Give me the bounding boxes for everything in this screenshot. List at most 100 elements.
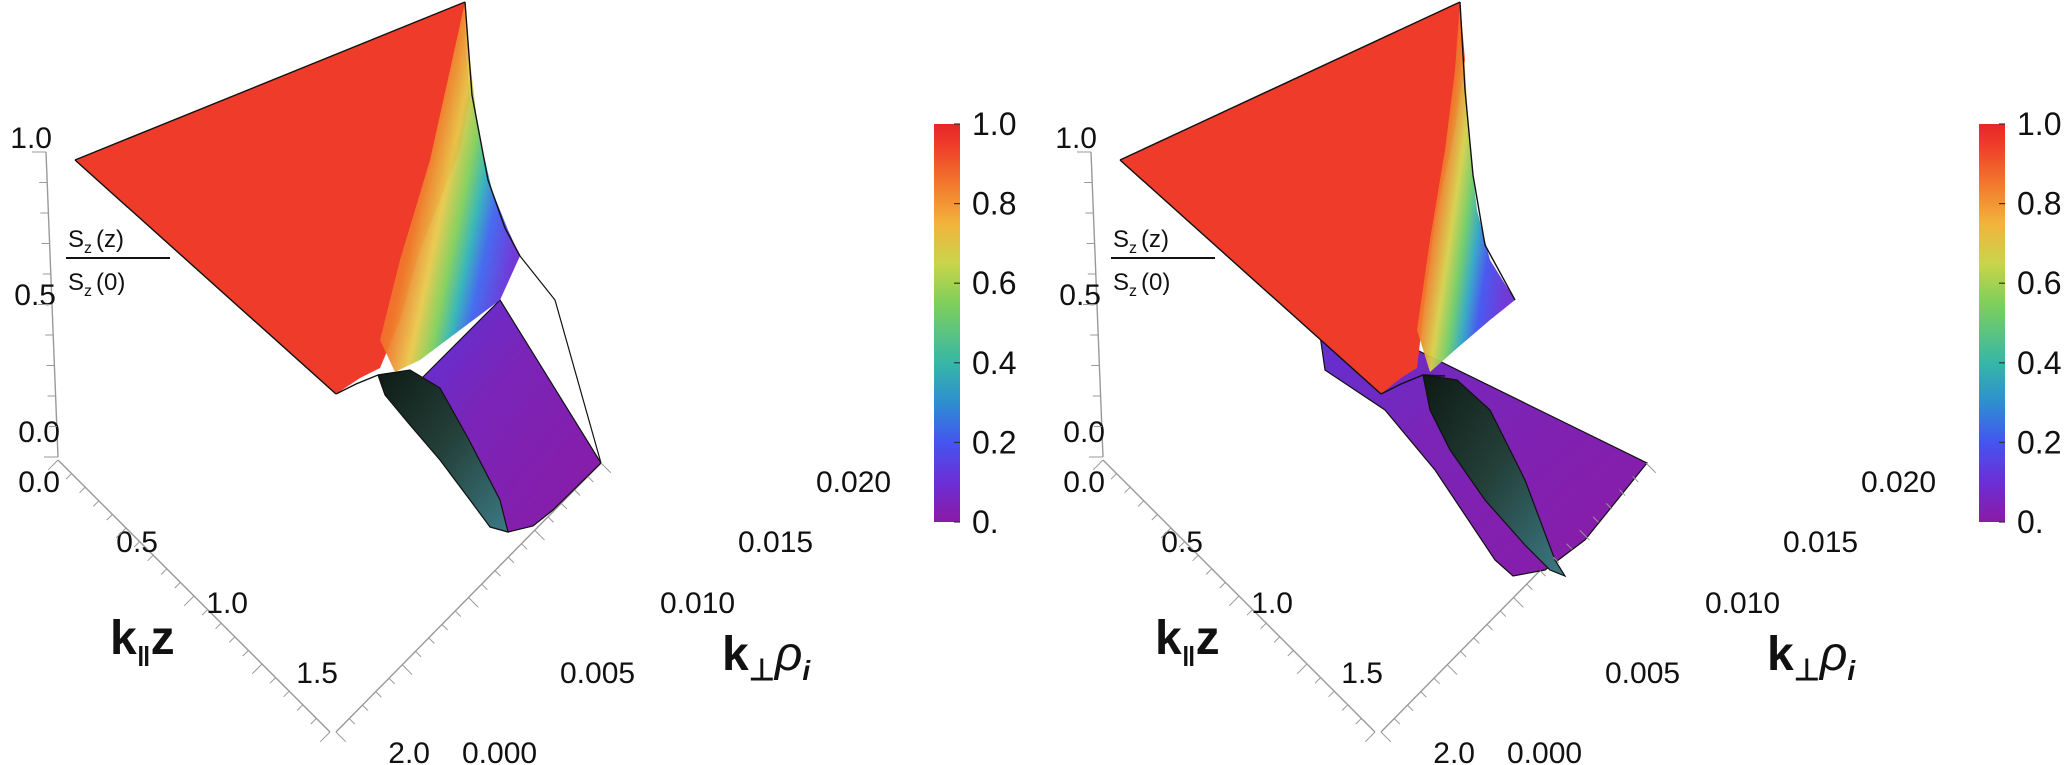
x-axis-tick: [160, 568, 168, 575]
x-axis-tick: [79, 486, 86, 494]
x-axis-label: k‖z: [1155, 612, 1220, 672]
x-tick-label: 1.0: [206, 587, 248, 620]
x-axis-tick: [1314, 677, 1321, 684]
colorbar-tick-label: 1.0: [972, 106, 1016, 142]
surface: [1119, 1, 1648, 578]
surface-fan: [380, 2, 520, 372]
y-axis-tick: [534, 529, 545, 541]
x-axis-tick: [283, 690, 290, 698]
x-tick-label: 0.5: [116, 526, 158, 559]
svg-text:Sz(z): Sz (z): [1113, 226, 1169, 257]
y-axis-label: k⊥ρi: [722, 628, 811, 687]
z-axis-label: Sz (z) Sz (0): [1111, 226, 1215, 300]
y-axis-tick: [600, 462, 612, 474]
y-axis-tick: [1433, 677, 1440, 685]
z-tick-label: 0.5: [1059, 279, 1101, 312]
x-axis-tick: [1287, 650, 1294, 657]
surface-plot-right: 0.0 0.5 1.0 0.0 0.5 1.0 1.5 2.0 0.000 0.…: [1055, 1, 2061, 765]
x-axis-tick: [1110, 473, 1117, 480]
z-axis-label: Sz (z) Sz (0): [66, 226, 170, 300]
x-axis-tick: [174, 582, 181, 589]
y-axis-tick: [362, 704, 369, 712]
x-axis-tick: [1260, 622, 1267, 630]
y-axis-label: k⊥ρi: [1767, 628, 1856, 687]
x-axis-tick: [147, 554, 154, 562]
x-axis-tick: [1364, 731, 1376, 743]
surface-ridge: [464, 1, 521, 257]
y-axis-tick: [574, 489, 581, 496]
y-axis-tick: [1393, 718, 1401, 725]
x-axis-tick: [133, 541, 140, 548]
colorbar-tick-label: 0.8: [2017, 186, 2061, 222]
y-tick-label: 0.000: [462, 737, 537, 765]
x-tick-label: 1.5: [1341, 657, 1383, 690]
y-axis-tick: [507, 556, 515, 564]
y-axis-tick: [428, 637, 435, 644]
x-axis-tick: [242, 650, 249, 657]
y-axis-tick: [1645, 462, 1657, 474]
surface-fan: [1417, 2, 1515, 372]
y-axis-tick: [1592, 516, 1599, 523]
y-axis-tick: [401, 664, 413, 675]
y-tick-label: 0.015: [738, 526, 813, 559]
colorbar-tick-label: 0.4: [2017, 345, 2061, 381]
colorbar-gradient: [934, 124, 960, 522]
y-axis-tick: [441, 624, 448, 631]
x-tick-label: 2.0: [388, 737, 430, 765]
y-axis-tick: [468, 597, 479, 608]
x-axis-tick: [1296, 663, 1308, 675]
x-tick-label: 0.0: [18, 466, 60, 499]
y-axis-tick: [1446, 664, 1458, 675]
x-tick-labels: 0.0 0.5 1.0 1.5 2.0: [1063, 466, 1475, 765]
x-axis-tick: [201, 609, 208, 616]
x-axis-tick: [1192, 554, 1199, 562]
colorbar: 0. 0.2 0.4 0.6 0.8 1.0: [934, 106, 1016, 540]
y-axis-tick: [1579, 529, 1590, 541]
svg-text:Sz(0): Sz (0): [1113, 269, 1170, 300]
y-axis-tick: [1407, 704, 1414, 712]
y-axis-tick: [348, 718, 356, 725]
x-axis-tick: [1205, 568, 1213, 575]
y-tick-label: 0.010: [660, 587, 735, 620]
y-axis-tick: [481, 583, 488, 591]
surface-ridge: [1459, 1, 1516, 301]
y-axis-tick: [1605, 502, 1613, 510]
x-axis-tick: [1273, 636, 1281, 643]
colorbar-tick-label: 0.4: [972, 345, 1016, 381]
y-tick-labels: 0.000 0.005 0.010 0.015 0.020: [1507, 466, 1936, 765]
y-axis-tick: [1513, 597, 1524, 608]
y-tick-label: 0.020: [816, 466, 891, 499]
surface-pit: [1422, 374, 1567, 578]
x-axis-tick: [228, 636, 236, 643]
x-axis-tick: [92, 500, 100, 507]
z-tick-label: 0.0: [18, 416, 60, 449]
y-axis-tick: [454, 610, 462, 617]
y-axis-tick: [415, 650, 422, 658]
x-axis-tick: [251, 663, 263, 675]
y-axis-tick: [1566, 543, 1573, 550]
surface-outline: [1119, 1, 1461, 395]
colorbar-tick-label: 0.8: [972, 186, 1016, 222]
x-tick-label: 1.5: [296, 657, 338, 690]
y-axis-tick: [1632, 476, 1639, 483]
x-axis-tick: [1151, 514, 1158, 521]
surface: [74, 1, 602, 533]
x-axis-tick: [269, 677, 276, 684]
y-axis-tick: [1499, 610, 1507, 617]
y-tick-labels: 0.000 0.005 0.010 0.015 0.020: [462, 466, 891, 765]
x-tick-labels: 0.0 0.5 1.0 1.5 2.0: [18, 466, 430, 765]
y-axis-tick: [547, 516, 554, 523]
z-tick-label: 1.0: [10, 122, 52, 155]
x-tick-label: 2.0: [1433, 737, 1475, 765]
x-axis-tick: [1178, 541, 1185, 548]
y-axis-tick: [1619, 489, 1626, 496]
y-tick-label: 0.005: [1605, 657, 1680, 690]
y-axis-tick: [375, 691, 382, 698]
x-axis-tick: [1328, 690, 1335, 698]
colorbar: 0. 0.2 0.4 0.6 0.8 1.0: [1979, 106, 2061, 540]
y-tick-label: 0.010: [1705, 587, 1780, 620]
z-tick-labels: 0.0 0.5 1.0: [10, 122, 60, 449]
x-axis-tick: [215, 622, 222, 630]
x-axis-tick: [1137, 500, 1145, 507]
